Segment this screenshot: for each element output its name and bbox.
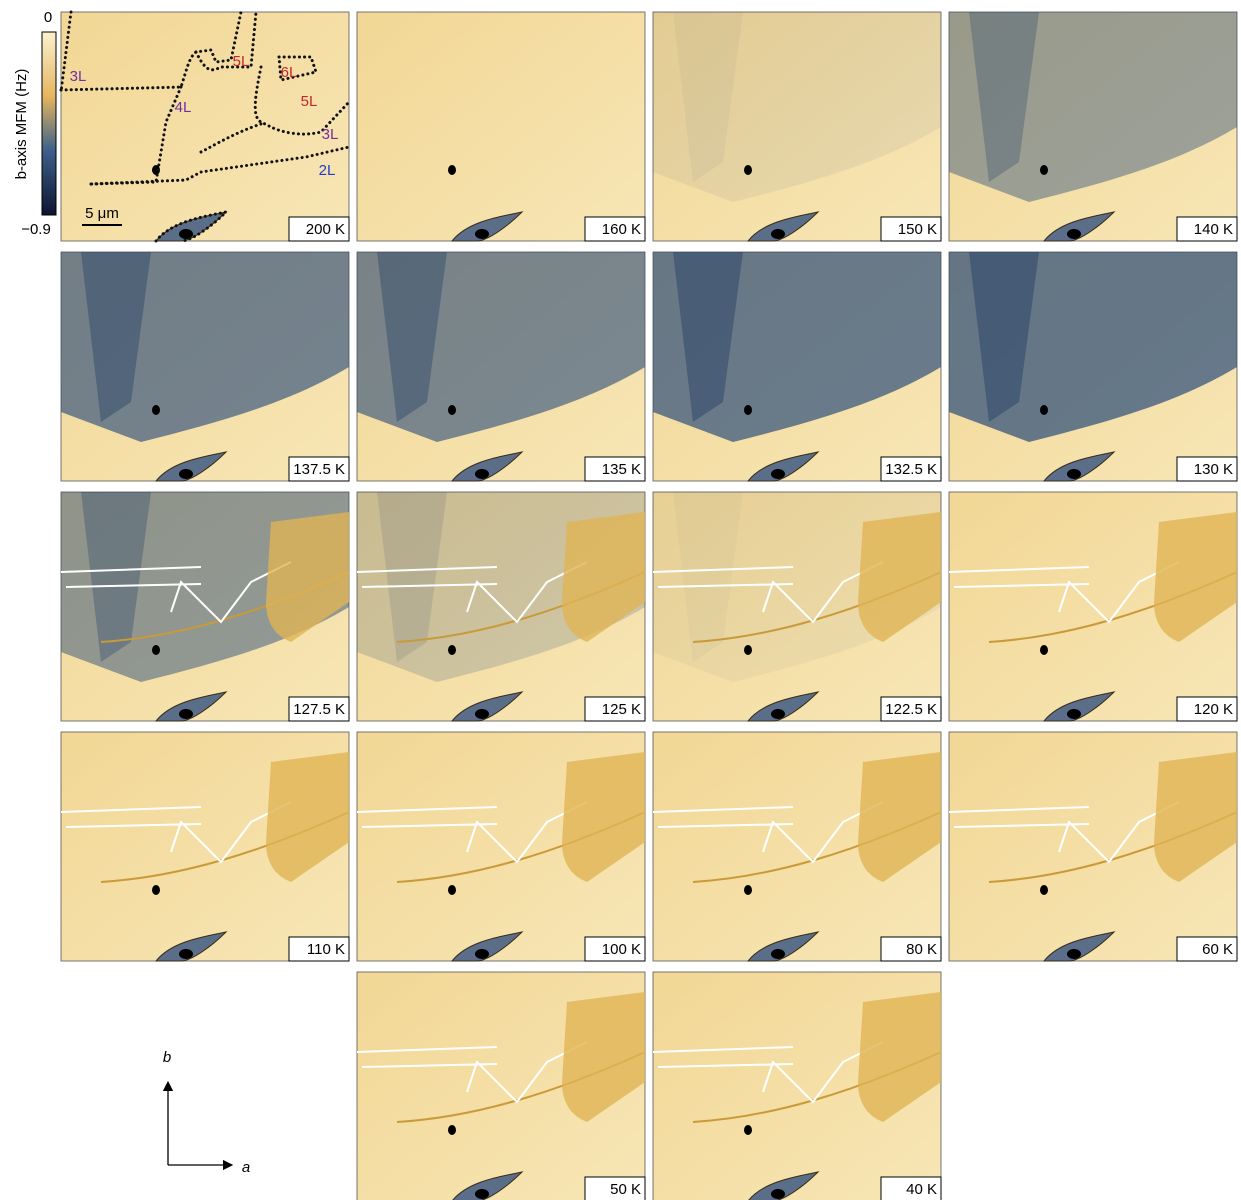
mfm-panel: 100 K: [357, 732, 645, 961]
colorbar-tick: −0.9: [21, 221, 51, 238]
mfm-panel: 160 K: [357, 12, 645, 241]
panel-image: [357, 12, 645, 241]
temperature-label: 125 K: [602, 701, 641, 718]
temperature-label: 132.5 K: [885, 461, 937, 478]
layer-label: 5L: [301, 93, 318, 110]
temperature-label: 122.5 K: [885, 701, 937, 718]
temperature-label: 135 K: [602, 461, 641, 478]
temperature-label: 127.5 K: [293, 701, 345, 718]
mfm-panel: 150 K: [653, 12, 941, 241]
temperature-label: 120 K: [1194, 701, 1233, 718]
layer-label: 6L: [281, 64, 298, 81]
defect: [744, 885, 752, 895]
mfm-panel: 130 K: [949, 252, 1237, 481]
temperature-label: 50 K: [610, 1181, 641, 1198]
defect: [179, 469, 193, 479]
defect: [1040, 645, 1048, 655]
defect: [1040, 885, 1048, 895]
mfm-panel: 120 K: [949, 492, 1237, 721]
mfm-panel: 60 K: [949, 732, 1237, 961]
colorbar-tick: 0: [44, 9, 52, 26]
colorbar-label: b-axis MFM (Hz): [13, 69, 30, 180]
axis-label: b: [163, 1049, 171, 1066]
defect: [448, 885, 456, 895]
temperature-label: 40 K: [906, 1181, 937, 1198]
defect: [475, 1189, 489, 1199]
defect: [1040, 405, 1048, 415]
layer-label: 5L: [233, 53, 250, 70]
axis-label: a: [242, 1159, 250, 1176]
temperature-label: 60 K: [1202, 941, 1233, 958]
defect: [179, 709, 193, 719]
defect: [744, 165, 752, 175]
scale-bar-label: 5 μm: [85, 205, 119, 222]
defect: [771, 229, 785, 239]
temperature-label: 110 K: [307, 941, 345, 958]
temperature-label: 160 K: [602, 221, 641, 238]
defect: [744, 1125, 752, 1135]
mfm-panel: 125 K: [357, 492, 645, 721]
defect: [475, 709, 489, 719]
temperature-label: 80 K: [906, 941, 937, 958]
mfm-panel: 40 K: [653, 972, 941, 1200]
defect: [771, 709, 785, 719]
mfm-panel: 80 K: [653, 732, 941, 961]
defect: [744, 645, 752, 655]
defect: [1067, 709, 1081, 719]
mfm-panel: 132.5 K: [653, 252, 941, 481]
figure: 0 −0.9 b-axis MFM (Hz) 200 K3L5L6L4L5L3L…: [0, 0, 1241, 1200]
defect: [771, 949, 785, 959]
mfm-panel: 135 K: [357, 252, 645, 481]
mfm-panel: 110 K: [61, 732, 349, 961]
colorbar: [42, 32, 56, 215]
defect: [179, 949, 193, 959]
defect: [448, 645, 456, 655]
defect: [448, 165, 456, 175]
temperature-label: 150 K: [898, 221, 937, 238]
temperature-label: 100 K: [602, 941, 641, 958]
layer-label: 2L: [319, 162, 336, 179]
defect: [771, 469, 785, 479]
defect: [448, 1125, 456, 1135]
temperature-label: 137.5 K: [293, 461, 345, 478]
temperature-label: 140 K: [1194, 221, 1233, 238]
defect: [152, 405, 160, 415]
mfm-panel: 122.5 K: [653, 492, 941, 721]
defect: [1040, 165, 1048, 175]
defect: [475, 469, 489, 479]
defect: [179, 229, 193, 239]
layer-label: 3L: [322, 126, 339, 143]
defect: [475, 949, 489, 959]
defect: [744, 405, 752, 415]
layer-label: 4L: [175, 99, 192, 116]
defect: [152, 885, 160, 895]
mfm-panel: 127.5 K: [61, 492, 349, 721]
mfm-panel: 137.5 K: [61, 252, 349, 481]
defect: [448, 405, 456, 415]
layer-label: 3L: [70, 68, 87, 85]
defect: [475, 229, 489, 239]
defect: [1067, 949, 1081, 959]
temperature-label: 130 K: [1194, 461, 1233, 478]
defect: [1067, 229, 1081, 239]
mfm-panel: 50 K: [357, 972, 645, 1200]
defect: [1067, 469, 1081, 479]
defect: [771, 1189, 785, 1199]
mfm-panel: 140 K: [949, 12, 1237, 241]
defect: [152, 645, 160, 655]
temperature-label: 200 K: [306, 221, 345, 238]
